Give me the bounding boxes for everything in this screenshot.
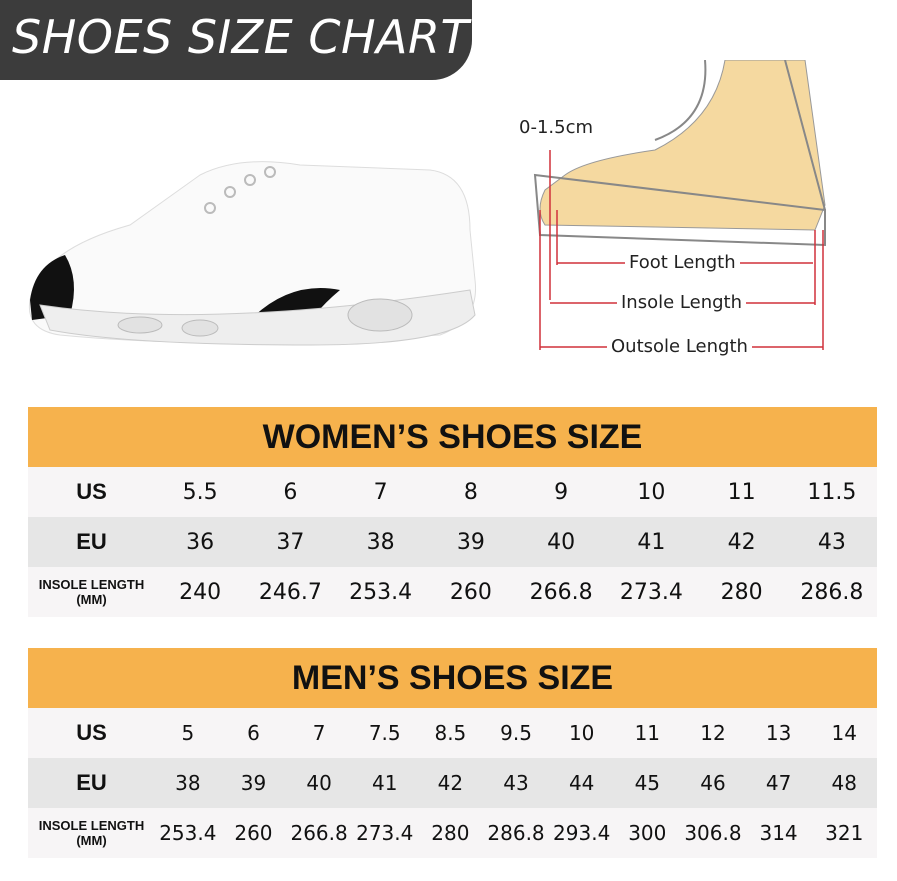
- table-cell: 36: [186, 529, 215, 555]
- table-cell: 42: [437, 771, 464, 795]
- table-cell: 266.8: [529, 579, 593, 605]
- womens-table-title: WOMEN’S SHOES SIZE: [28, 407, 877, 467]
- table-cell: 273.4: [619, 579, 683, 605]
- table-cell: 6: [247, 721, 260, 745]
- table-cell: 39: [240, 771, 267, 795]
- foot-length-label: Foot Length: [625, 252, 740, 273]
- mens-size-table: MEN’S SHOES SIZE US 5 6 7 7.5 8.5 9.5 10 11 12 13…: [28, 648, 877, 858]
- table-row-insole: INSOLE LENGTH (MM) 253.4 260 266.8 273.4 280…: [28, 808, 877, 858]
- table-cell: 5.5: [182, 479, 218, 505]
- table-cell: 44: [568, 771, 595, 795]
- table-cell: 240: [179, 579, 222, 605]
- table-cell: 11.5: [807, 479, 857, 505]
- table-cell: 37: [276, 529, 305, 555]
- table-cell: 13: [765, 721, 792, 745]
- table-cell: 38: [366, 529, 395, 555]
- table-cell: 45: [634, 771, 661, 795]
- row-label-us: US: [76, 479, 107, 504]
- table-cell: 8.5: [434, 721, 467, 745]
- table-cell: 42: [727, 529, 756, 555]
- table-cell: 40: [306, 771, 332, 795]
- table-cell: 47: [765, 771, 792, 795]
- table-cell: 40: [547, 529, 576, 555]
- table-cell: 273.4: [356, 821, 414, 845]
- table-cell: 39: [456, 529, 485, 555]
- table-row-insole: INSOLE LENGTH (MM) 240 246.7 253.4 260 266.8…: [28, 567, 877, 617]
- row-label-eu: EU: [76, 770, 107, 795]
- table-cell: 43: [817, 529, 846, 555]
- table-cell: 306.8: [684, 821, 742, 845]
- table-cell: 280: [431, 821, 470, 845]
- table-cell: 253.4: [349, 579, 413, 605]
- table-cell: 11: [727, 479, 756, 505]
- title-banner: SHOES SIZE CHART: [0, 0, 472, 80]
- insole-length-label: Insole Length: [617, 292, 746, 313]
- table-cell: 286.8: [487, 821, 545, 845]
- table-row-eu: EU 38 39 40 41 42 43 44 45 46 47 48: [28, 758, 877, 808]
- row-label-eu: EU: [76, 529, 107, 554]
- row-label-us: US: [76, 720, 107, 745]
- table-cell: 266.8: [290, 821, 348, 845]
- table-cell: 9: [554, 479, 569, 505]
- table-cell: 280: [720, 579, 763, 605]
- table-cell: 10: [637, 479, 666, 505]
- table-cell: 43: [503, 771, 529, 795]
- table-cell: 7: [373, 479, 388, 505]
- page-title: SHOES SIZE CHART: [12, 10, 470, 64]
- table-cell: 286.8: [800, 579, 864, 605]
- table-cell: 10: [568, 721, 595, 745]
- table-cell: 5: [181, 721, 195, 745]
- table-cell: 14: [831, 721, 857, 745]
- table-cell: 260: [449, 579, 492, 605]
- toe-gap-label: 0-1.5cm: [515, 117, 598, 138]
- womens-size-table: WOMEN’S SHOES SIZE US 5.5 6 7 8 9 10 11 11.5 EU…: [28, 407, 877, 617]
- table-cell: 6: [283, 479, 298, 505]
- table-cell: 314: [759, 821, 798, 845]
- foot-measurement-diagram: 0-1.5cm Foot Length Insole Length Outsol…: [505, 59, 845, 370]
- table-cell: 246.7: [258, 579, 322, 605]
- table-cell: 41: [372, 771, 398, 795]
- table-cell: 8: [463, 479, 478, 505]
- table-row-us: US 5 6 7 7.5 8.5 9.5 10 11 12 13 14: [28, 708, 877, 758]
- table-row-us: US 5.5 6 7 8 9 10 11 11.5: [28, 467, 877, 517]
- table-cell: 38: [175, 771, 201, 795]
- row-label-insole: INSOLE LENGTH (MM): [38, 818, 145, 848]
- row-label-insole: INSOLE LENGTH (MM): [38, 577, 145, 607]
- table-cell: 46: [700, 771, 726, 795]
- table-cell: 7.5: [368, 721, 401, 745]
- table-cell: 300: [628, 821, 667, 845]
- foot-in-shoe-icon: [533, 59, 826, 350]
- table-cell: 253.4: [159, 821, 217, 845]
- table-cell: 48: [831, 771, 857, 795]
- table-row-eu: EU 36 37 38 39 40 41 42 43: [28, 517, 877, 567]
- table-cell: 293.4: [553, 821, 611, 845]
- table-cell: 11: [634, 721, 661, 745]
- table-cell: 41: [637, 529, 666, 555]
- table-cell: 7: [312, 721, 326, 745]
- table-cell: 321: [825, 821, 864, 845]
- sneaker-image: [28, 161, 477, 346]
- mens-table-title: MEN’S SHOES SIZE: [28, 648, 877, 708]
- table-cell: 9.5: [500, 721, 532, 745]
- table-cell: 260: [234, 821, 273, 845]
- table-cell: 12: [700, 721, 726, 745]
- outsole-length-label: Outsole Length: [607, 336, 752, 357]
